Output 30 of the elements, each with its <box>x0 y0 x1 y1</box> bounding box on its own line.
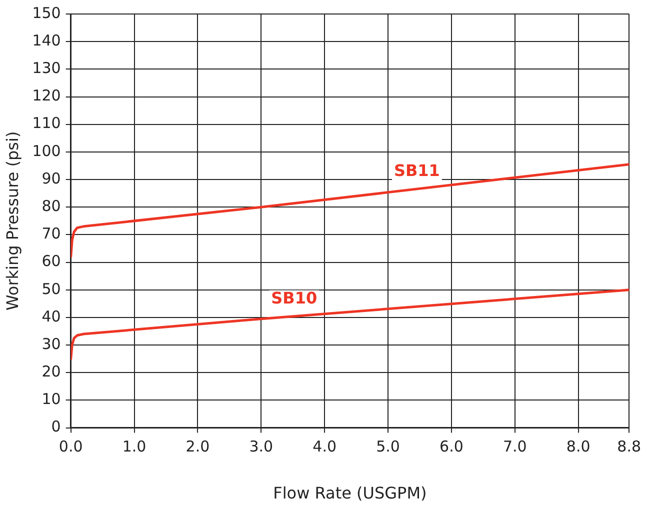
x-tick-label: 2.0 <box>186 438 210 456</box>
y-tick-label: 20 <box>42 362 61 381</box>
x-tick-label: 7.0 <box>502 438 527 456</box>
series-label: SB11 <box>394 161 440 180</box>
x-tick-label: 6.0 <box>440 438 464 456</box>
x-tick-label: 0.0 <box>58 438 83 456</box>
x-tick-label: 8.8 <box>617 438 641 456</box>
y-tick-label: 120 <box>32 86 61 105</box>
y-tick-label: 60 <box>42 252 61 270</box>
x-tick-label: 8.0 <box>566 438 590 456</box>
y-tick-label: 100 <box>32 142 61 160</box>
x-axis-title: Flow Rate (USGPM) <box>273 484 427 503</box>
x-tick-label: 4.0 <box>312 438 337 456</box>
y-tick-label: 0 <box>51 418 61 436</box>
y-tick-label: 130 <box>32 59 61 78</box>
y-tick-label: 40 <box>42 307 61 326</box>
y-tick-label: 50 <box>42 280 61 298</box>
x-tick-label: 5.0 <box>376 438 400 456</box>
y-axis-title: Working Pressure (psi) <box>2 131 22 310</box>
y-tick-label: 80 <box>42 196 61 215</box>
y-tick-label: 90 <box>42 169 61 188</box>
y-tick-label: 30 <box>42 334 61 353</box>
x-tick-label: 1.0 <box>122 438 146 456</box>
y-tick-label: 150 <box>32 4 61 22</box>
y-tick-label: 10 <box>42 390 61 408</box>
series-label: SB10 <box>271 288 318 308</box>
y-tick-label: 140 <box>32 31 61 50</box>
x-tick-label: 3.0 <box>249 438 274 456</box>
y-tick-label: 110 <box>32 114 61 132</box>
y-tick-label: 70 <box>42 224 61 243</box>
